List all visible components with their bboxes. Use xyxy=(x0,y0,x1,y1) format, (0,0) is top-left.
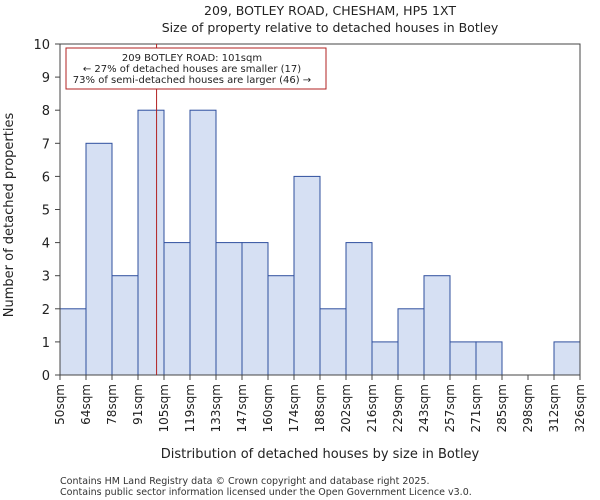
y-tick-label: 7 xyxy=(42,137,50,152)
bar-229sqm xyxy=(397,308,425,376)
bar-147sqm xyxy=(241,242,269,376)
x-axis-label: Distribution of detached houses by size … xyxy=(161,447,480,462)
annotation-line-1: 209 BOTLEY ROAD: 101sqm xyxy=(122,53,262,64)
x-tick-label: 174sqm xyxy=(287,384,301,432)
x-tick-label: 298sqm xyxy=(521,384,535,432)
x-tick-label: 133sqm xyxy=(209,384,223,432)
x-tick-label: 202sqm xyxy=(339,384,353,432)
bar-174sqm xyxy=(293,175,321,376)
x-tick-label: 257sqm xyxy=(443,384,457,432)
chart-subtitle: Size of property relative to detached ho… xyxy=(162,20,499,35)
bar-160sqm xyxy=(267,275,295,376)
annotation-line-2: ← 27% of detached houses are smaller (17… xyxy=(83,64,301,75)
x-tick-label: 243sqm xyxy=(417,384,431,432)
y-tick-label: 9 xyxy=(42,71,50,86)
x-tick-label: 91sqm xyxy=(131,384,145,425)
bar-243sqm xyxy=(423,275,451,376)
x-tick-label: 188sqm xyxy=(313,384,327,432)
y-tick-label: 10 xyxy=(33,38,50,53)
y-tick-label: 4 xyxy=(42,237,50,252)
y-tick-label: 6 xyxy=(42,170,50,185)
bar-202sqm xyxy=(345,242,373,376)
x-tick-label: 312sqm xyxy=(547,384,561,432)
x-tick-label: 105sqm xyxy=(157,384,171,432)
y-tick-label: 8 xyxy=(42,104,50,119)
y-axis-label: Number of detached properties xyxy=(2,113,17,318)
y-tick-label: 3 xyxy=(42,270,50,285)
x-tick-label: 229sqm xyxy=(391,384,405,432)
bar-78sqm xyxy=(111,275,139,376)
bar-188sqm xyxy=(319,308,347,376)
bar-50sqm xyxy=(59,308,87,376)
bar-133sqm xyxy=(215,242,243,376)
x-tick-label: 271sqm xyxy=(469,384,483,432)
bar-216sqm xyxy=(371,341,399,376)
x-tick-label: 50sqm xyxy=(53,384,67,425)
x-tick-label: 216sqm xyxy=(365,384,379,432)
bar-312sqm xyxy=(553,341,581,376)
y-tick-label: 2 xyxy=(42,303,50,318)
bar-119sqm xyxy=(189,109,217,376)
bars-group xyxy=(59,109,581,376)
x-ticks: 50sqm 64sqm 78sqm 91sqm 105sqm 119sqm 133sqm 14… xyxy=(53,375,587,432)
y-ticks: 0 1 2 3 4 5 6 7 8 9 10 xyxy=(33,38,60,384)
y-tick-label: 5 xyxy=(42,204,50,219)
x-tick-label: 326sqm xyxy=(573,384,587,432)
chart-title: 209, BOTLEY ROAD, CHESHAM, HP5 1XT xyxy=(204,3,456,18)
bar-105sqm xyxy=(163,242,191,376)
bar-257sqm xyxy=(449,341,477,376)
x-tick-label: 78sqm xyxy=(105,384,119,425)
annotation-line-3: 73% of semi-detached houses are larger (… xyxy=(73,75,311,86)
x-tick-label: 160sqm xyxy=(261,384,275,432)
bar-64sqm xyxy=(85,142,113,376)
x-tick-label: 285sqm xyxy=(495,384,509,432)
plot-frame xyxy=(59,43,581,376)
footer-line-1: Contains HM Land Registry data © Crown c… xyxy=(60,476,430,487)
bar-271sqm xyxy=(475,341,503,376)
bar-91sqm xyxy=(137,109,165,376)
x-tick-label: 147sqm xyxy=(235,384,249,432)
x-tick-label: 64sqm xyxy=(79,384,93,425)
annotation-box: 209 BOTLEY ROAD: 101sqm ← 27% of detache… xyxy=(65,47,327,90)
footer-line-2: Contains public sector information licen… xyxy=(60,487,472,498)
x-tick-label: 119sqm xyxy=(183,384,197,432)
y-tick-label: 1 xyxy=(42,336,50,351)
y-tick-label: 0 xyxy=(42,369,50,384)
